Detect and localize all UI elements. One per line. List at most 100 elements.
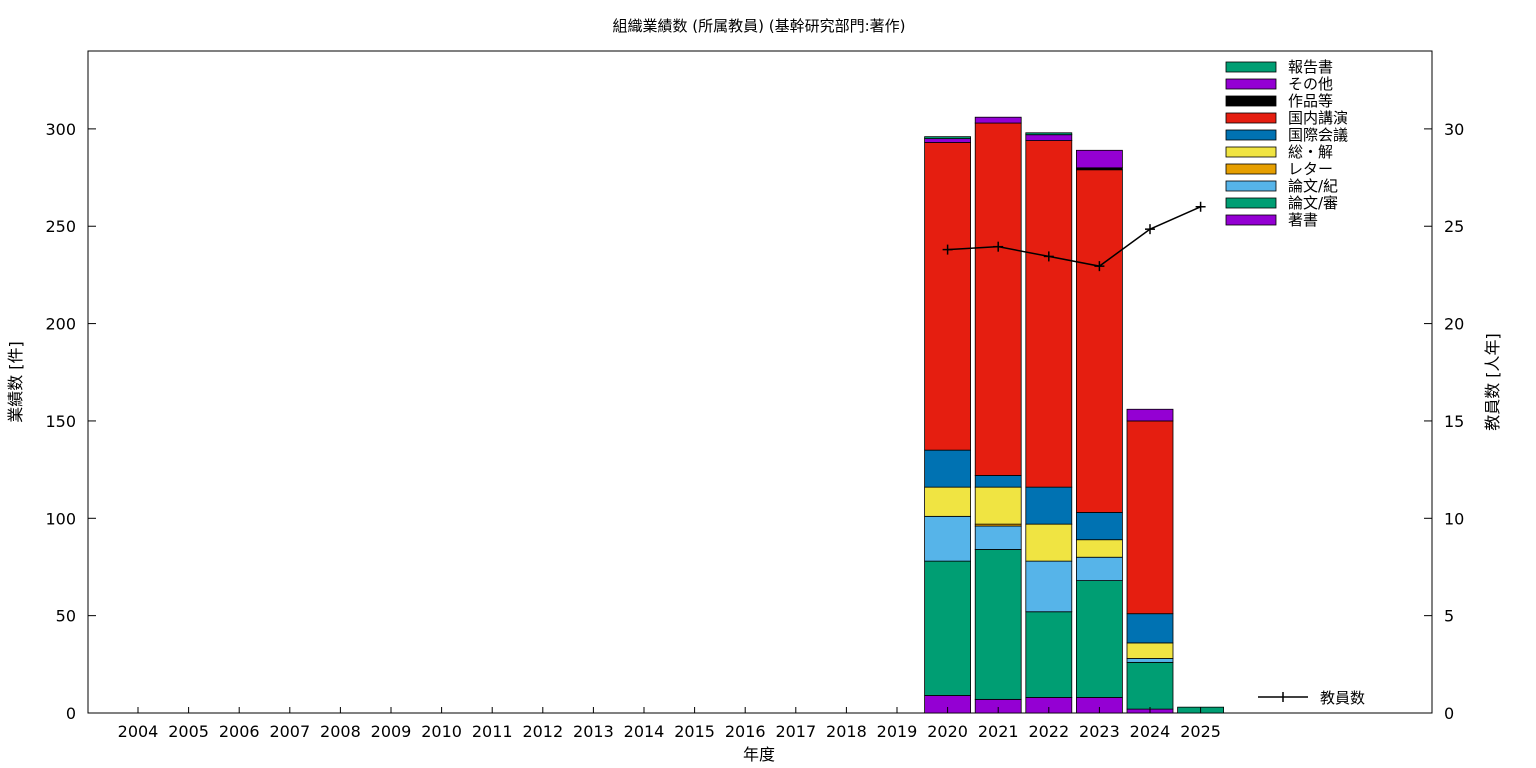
x-axis-label: 年度 (743, 745, 775, 764)
bar-segment (1076, 149, 1123, 169)
y2-tick-label: 30 (1444, 120, 1464, 139)
x-tick-label: 2007 (269, 722, 310, 741)
x-tick-label: 2005 (168, 722, 209, 741)
legend-label: 総・解 (1288, 143, 1333, 161)
legend-entry: その他 (1225, 75, 1333, 93)
y-tick-label: 50 (56, 607, 76, 626)
bar-segment (924, 136, 971, 140)
bar-segment (1126, 420, 1174, 615)
bar-segment (1025, 486, 1073, 525)
y-tick-label: 200 (45, 315, 76, 334)
bar-segment (1126, 658, 1174, 663)
bar-segment (974, 525, 1022, 550)
staff-point (1094, 261, 1105, 272)
bar-segment (1025, 611, 1073, 698)
legend-entry: 国際会議 (1225, 126, 1348, 144)
legend-swatch (1225, 214, 1277, 226)
legend-swatch (1225, 61, 1277, 73)
bar-segment (1126, 613, 1174, 644)
y2-tick-label: 25 (1444, 217, 1464, 236)
legend-entry-staff: 教員数 (1258, 689, 1365, 707)
legend-label: レター (1288, 160, 1333, 178)
bar-segment (1076, 512, 1123, 541)
staff-line-layer (942, 201, 1206, 272)
bar-segment (924, 486, 971, 517)
legend-entry: レター (1225, 160, 1333, 178)
legend-label: その他 (1288, 75, 1333, 93)
x-tick-label: 2020 (927, 722, 968, 741)
legend-swatch (1225, 112, 1277, 124)
staff-point (993, 241, 1004, 252)
legend-label: 論文/紀 (1288, 177, 1338, 195)
x-tick-label: 2008 (320, 722, 361, 741)
staff-point (942, 244, 953, 255)
bar-segment (1025, 523, 1073, 562)
y-axis-label: 業績数 [件] (6, 341, 25, 423)
x-tick-label: 2025 (1180, 722, 1221, 741)
x-tick-label: 2014 (624, 722, 665, 741)
legend-swatch (1225, 95, 1277, 107)
legend-swatch (1225, 163, 1277, 175)
legend-label: 教員数 (1320, 689, 1365, 707)
legend-swatch (1225, 180, 1277, 192)
bar-segment (1025, 134, 1073, 141)
legend-label: 著書 (1288, 211, 1318, 229)
y-tick-label: 300 (45, 120, 76, 139)
y-tick-label: 150 (45, 412, 76, 431)
legend-label: 国内講演 (1288, 109, 1348, 127)
x-tick-label: 2010 (421, 722, 462, 741)
bar-segment (924, 515, 971, 562)
bar-segment (924, 142, 971, 451)
legend-entry: 報告書 (1225, 58, 1333, 76)
bar-segment (974, 486, 1022, 525)
staff-point (1195, 201, 1206, 212)
x-tick-label: 2023 (1079, 722, 1120, 741)
legend-entry: 国内講演 (1225, 109, 1348, 127)
bar-segment (1126, 661, 1174, 710)
x-tick-label: 2009 (371, 722, 412, 741)
bar-segment (1076, 169, 1123, 513)
bar-segment (924, 560, 971, 696)
legend-label: 国際会議 (1288, 126, 1348, 144)
staff-line (947, 206, 1201, 267)
y-tick-label: 100 (45, 509, 76, 528)
bar-segment (924, 449, 971, 488)
x-tick-label: 2017 (775, 722, 816, 741)
bar-segment (1126, 642, 1174, 659)
x-tick-label: 2022 (1028, 722, 1069, 741)
bar-segment (974, 549, 1022, 700)
x-tick-label: 2018 (826, 722, 867, 741)
x-tick-label: 2021 (978, 722, 1019, 741)
y2-tick-label: 10 (1444, 509, 1464, 528)
x-tick-label: 2011 (472, 722, 513, 741)
legend-label: 報告書 (1288, 58, 1333, 76)
bar-segment (1025, 140, 1073, 488)
bar-segment (974, 475, 1022, 488)
legend-swatch (1225, 197, 1277, 209)
staff-point (1043, 251, 1054, 262)
legend-entry: 作品等 (1225, 92, 1333, 110)
bar-segment (974, 116, 1022, 124)
y-tick-label: 0 (66, 704, 76, 723)
x-tick-label: 2024 (1130, 722, 1171, 741)
legend-swatch (1225, 78, 1277, 90)
legend-swatch (1225, 129, 1277, 141)
plot-area-frame (87, 50, 1433, 714)
legend-entry: 論文/紀 (1225, 177, 1338, 195)
legend-swatch (1225, 146, 1277, 158)
y2-tick-label: 0 (1444, 704, 1454, 723)
bar-segment (1076, 539, 1123, 558)
legend-label: 論文/審 (1288, 194, 1338, 212)
x-tick-label: 2013 (573, 722, 614, 741)
legend-entry: 総・解 (1225, 143, 1333, 161)
bar-segment (1025, 560, 1073, 613)
x-tick-label: 2019 (877, 722, 918, 741)
staff-point (1145, 224, 1155, 235)
x-tick-label: 2012 (522, 722, 563, 741)
bar-segment (1025, 132, 1073, 136)
chart-title: 組織業績数 (所属教員) (基幹研究部門:著作) (613, 17, 906, 35)
x-tick-label: 2006 (219, 722, 260, 741)
